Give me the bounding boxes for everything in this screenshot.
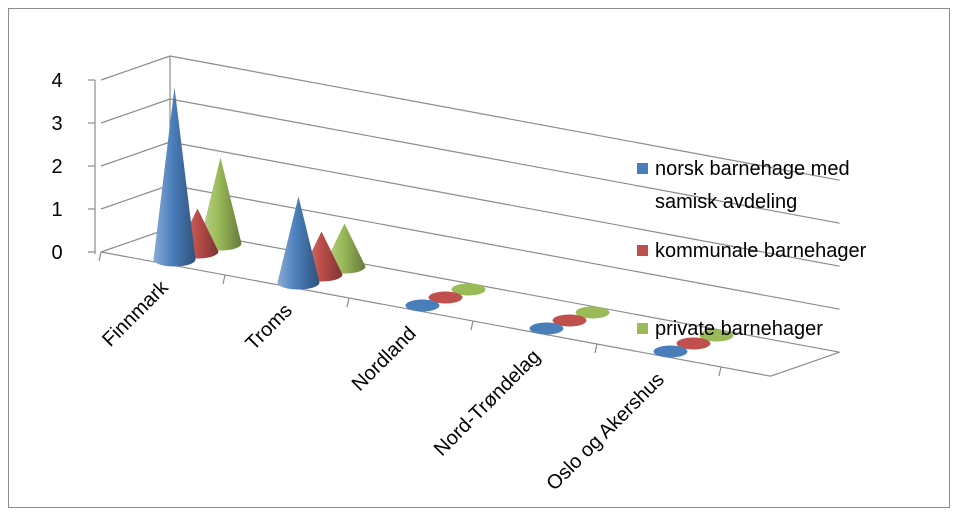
cone-mark <box>199 157 242 251</box>
side-gridline-three <box>100 98 171 124</box>
cone-mark <box>277 196 320 290</box>
y-tick-label: 2 <box>51 156 62 178</box>
x-tick-mark <box>594 343 598 354</box>
floor-right-edge <box>770 351 840 377</box>
x-category-label: Troms <box>242 300 297 355</box>
cone-base-marker <box>428 291 463 304</box>
legend: norsk barnehage med samisk avdeling kommun… <box>637 158 867 340</box>
x-category-label: Oslo og Akershus <box>542 369 668 495</box>
gridline-two <box>169 141 840 267</box>
y-tick-label: 4 <box>51 70 62 92</box>
gridline-three <box>169 98 840 224</box>
legend-label: samisk avdeling <box>655 191 797 213</box>
legend-label: kommunale barnehager <box>655 240 867 262</box>
cone-base-marker <box>575 306 610 319</box>
data-marks <box>153 87 734 358</box>
floor-front-edge <box>100 251 771 377</box>
cone-base-marker <box>699 329 734 342</box>
side-gridline-one <box>100 184 171 210</box>
cone-base-marker <box>676 337 711 350</box>
x-tick-mark <box>718 366 722 377</box>
chart-area: 0 1 2 3 4 Finnmark Troms Nordland Nord-Trøndela… <box>8 8 950 508</box>
cone-base-marker <box>653 345 688 358</box>
y-tick-label: 1 <box>51 199 62 221</box>
y-tick-label: 0 <box>51 242 62 264</box>
x-axis: Finnmark Troms Nordland Nord-TrøndelagOslo … <box>98 251 722 495</box>
y-tick-label: 3 <box>51 113 62 135</box>
x-category-label: Finnmark <box>98 276 173 351</box>
x-tick-mark <box>346 297 350 308</box>
cone-base-marker <box>552 314 587 327</box>
gridline-four <box>169 55 840 181</box>
x-tick-mark <box>222 274 226 285</box>
legend-swatch <box>637 163 648 174</box>
legend-swatch <box>637 323 648 334</box>
cone-mark <box>153 87 196 267</box>
cone-base-marker <box>451 283 486 296</box>
legend-swatch <box>637 245 648 256</box>
gridline-one <box>169 184 840 310</box>
cone-base-marker <box>405 299 440 312</box>
legend-label: norsk barnehage med <box>655 158 850 180</box>
y-axis: 0 1 2 3 4 <box>51 70 96 264</box>
x-tick-mark <box>98 251 102 262</box>
x-category-label: Nord-Trøndelag <box>430 346 545 461</box>
cone-base-marker <box>529 322 564 335</box>
side-gridline-four <box>100 55 171 81</box>
legend-label: private barnehager <box>655 318 823 340</box>
side-gridline-two <box>100 141 171 167</box>
x-category-label: Nordland <box>348 323 421 396</box>
x-tick-mark <box>470 320 474 331</box>
cone-chart: 0 1 2 3 4 Finnmark Troms Nordland Nord-Trøndela… <box>51 55 867 495</box>
